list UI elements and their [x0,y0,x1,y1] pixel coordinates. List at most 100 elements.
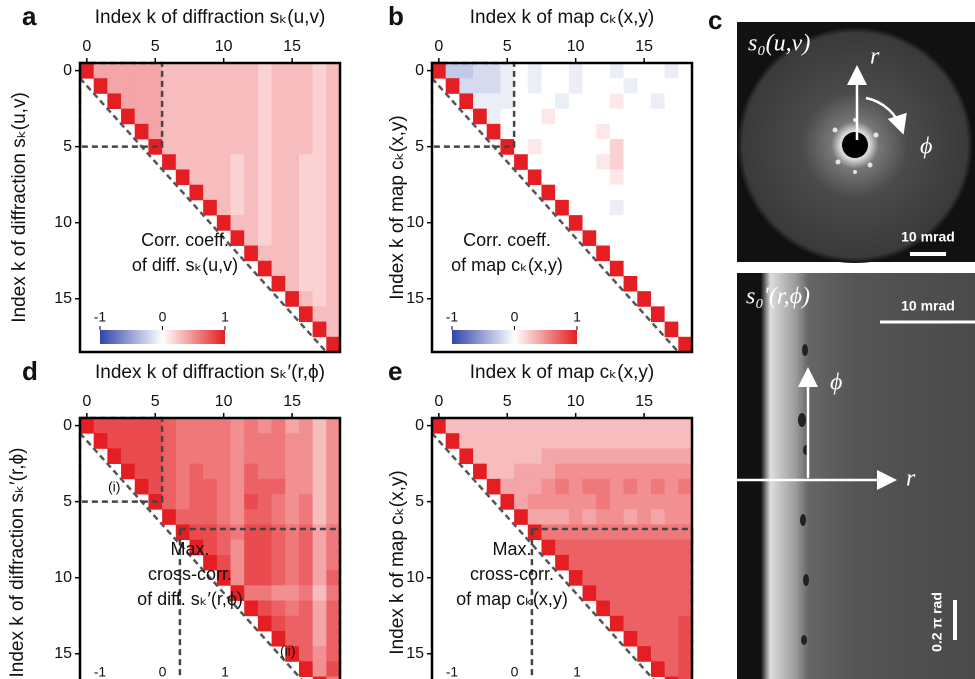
heatmap-cell [216,570,231,586]
heatmap-cell [312,184,327,201]
y-tick-label: 15 [406,645,424,662]
heatmap-cell [189,108,204,125]
caption: cross-corr. [470,564,554,584]
heatmap-cell [486,463,501,480]
heatmap-cell [257,199,272,216]
heatmap-cell [541,78,556,94]
heatmap-cell [244,123,259,140]
heatmap-cell [596,123,611,140]
annotation: (ii) [280,643,296,659]
heatmap-cell [527,524,542,541]
heatmap-cell [326,463,341,480]
heatmap-cell [175,78,190,94]
heatmap-cell [203,154,218,170]
heatmap-cell [541,433,556,449]
heatmap-cell [650,448,666,465]
heatmap-cell [189,139,204,155]
heatmap-cell [326,245,341,262]
heatmap-cell [623,463,638,480]
heatmap-cell [609,63,624,79]
heatmap-cell [527,63,542,79]
heatmap-cell [473,433,488,449]
heatmap-cell [312,306,327,322]
heatmap-cell [527,418,542,434]
heatmap-cell [189,539,204,556]
heatmap-cell [312,615,327,632]
heatmap-cell [555,478,570,495]
heatmap-cell [134,108,149,125]
heatmap-cell [271,615,286,632]
heatmap-cell [486,433,501,449]
colorbar-tick-label: -1 [94,309,107,325]
heatmap-cell [623,509,638,525]
heatmap-cell [312,418,327,434]
heatmap-cell [107,448,122,465]
heatmap-cell [664,615,679,632]
heatmap-cell [596,494,611,510]
heatmap-cell [514,494,529,510]
heatmap-cell [514,478,529,495]
heatmap-cell [459,93,474,110]
heatmap-cell [486,478,501,495]
heatmap-cell [271,215,286,231]
heatmap-cell [664,585,679,601]
heatmap-cell [568,509,583,525]
heatmap-cell [500,63,515,79]
heatmap-cell [312,93,327,110]
heatmap-cell [148,123,163,140]
heatmap-cell [541,139,556,155]
caption: Corr. coeff. [141,230,229,250]
top-axis-title: Index k of diffraction sₖ′(r,ϕ) [95,362,325,383]
heatmap-cell [664,139,679,155]
heatmap-cell [312,524,327,541]
heatmap-cell [244,478,259,495]
heatmap-cell [257,448,272,465]
heatmap-cell [486,123,501,140]
heatmap-cell [134,478,149,495]
heatmap-cell [609,108,624,125]
heatmap-cell [678,306,693,322]
heatmap-cell [664,291,679,307]
heatmap-cell [678,570,693,586]
heatmap-cell [203,539,218,556]
heatmap-cell [541,154,556,170]
heatmap-cell [596,199,611,216]
heatmap-cell [527,93,542,110]
heatmap-cell [514,509,529,525]
heatmap-cell [298,260,314,277]
heatmap-cell [650,433,666,449]
heatmap-cell [664,509,679,525]
heatmap-cell [609,554,624,571]
heatmap-cell [582,509,597,525]
heatmap-cell [312,554,327,571]
heatmap-cell [230,63,245,79]
heatmap-cell [637,245,652,262]
heatmap-cell [650,585,666,601]
heatmap-cell [244,524,259,541]
heatmap-cell [230,139,245,155]
heatmap-cell [514,63,529,79]
panel-letter: a [22,1,37,31]
heatmap-cell [203,478,218,495]
heatmap-cell [623,199,638,216]
heatmap-cell [134,78,149,94]
heatmap-cell [271,539,286,556]
heatmap-cell [298,509,314,525]
heatmap-cell [230,108,245,125]
heatmap-cell [500,433,515,449]
heatmap-cell [555,509,570,525]
heatmap-cell [609,478,624,495]
caption: Max. [492,539,531,559]
polar-image [737,273,975,679]
x-tick-label: 0 [82,393,91,410]
heatmap-cell [650,600,666,617]
heatmap-cell [500,78,515,94]
heatmap-cell [582,184,597,201]
heatmap-cell [326,509,341,525]
heatmap-cell [216,524,231,541]
heatmap-cell [555,554,570,571]
heatmap-cell [271,463,286,480]
heatmap-cell [623,494,638,510]
heatmap-cell [175,509,190,525]
heatmap-cell [312,570,327,586]
